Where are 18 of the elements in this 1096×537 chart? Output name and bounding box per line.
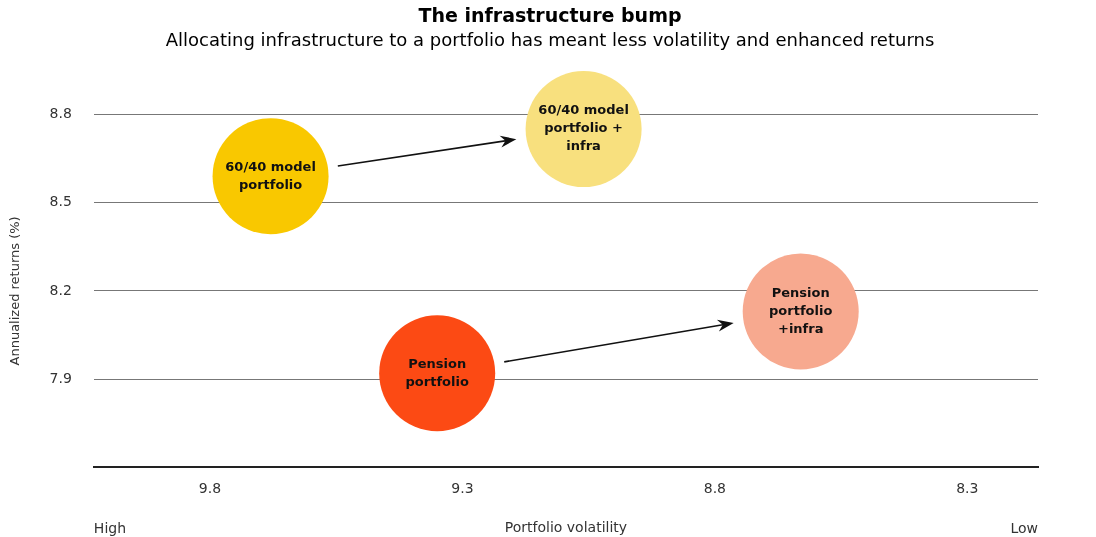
x-tick-label: 9.3 [451,480,474,497]
y-tick-label: 8.2 [49,281,72,298]
text: High [93,519,127,536]
y-tick-label: 8.8 [49,105,72,122]
text: Low [1010,519,1038,536]
x-tick-label: 8.8 [703,480,727,497]
x-axis-title: Portfolio volatility [504,519,628,536]
series-label: 60/40 model portfolio [225,158,316,192]
series-label: 60/40 model portfolio + infra [538,102,629,154]
series-label: Pension portfolio [405,355,469,389]
y-tick-label: 7.9 [49,369,72,386]
x-tick-label: 9.8 [198,480,222,497]
y-tick-label: 8.5 [49,193,72,210]
x-tick-label: 8.3 [956,480,979,497]
series-label: Pension portfolio +infra [769,284,833,336]
chart-subtitle: Allocating infrastructure to a portfolio has meant less volatility and enhanced returns [165,29,935,51]
y-axis-title: Annualized returns (%) [7,216,23,366]
chart-title: The infrastructure bump [418,4,682,27]
